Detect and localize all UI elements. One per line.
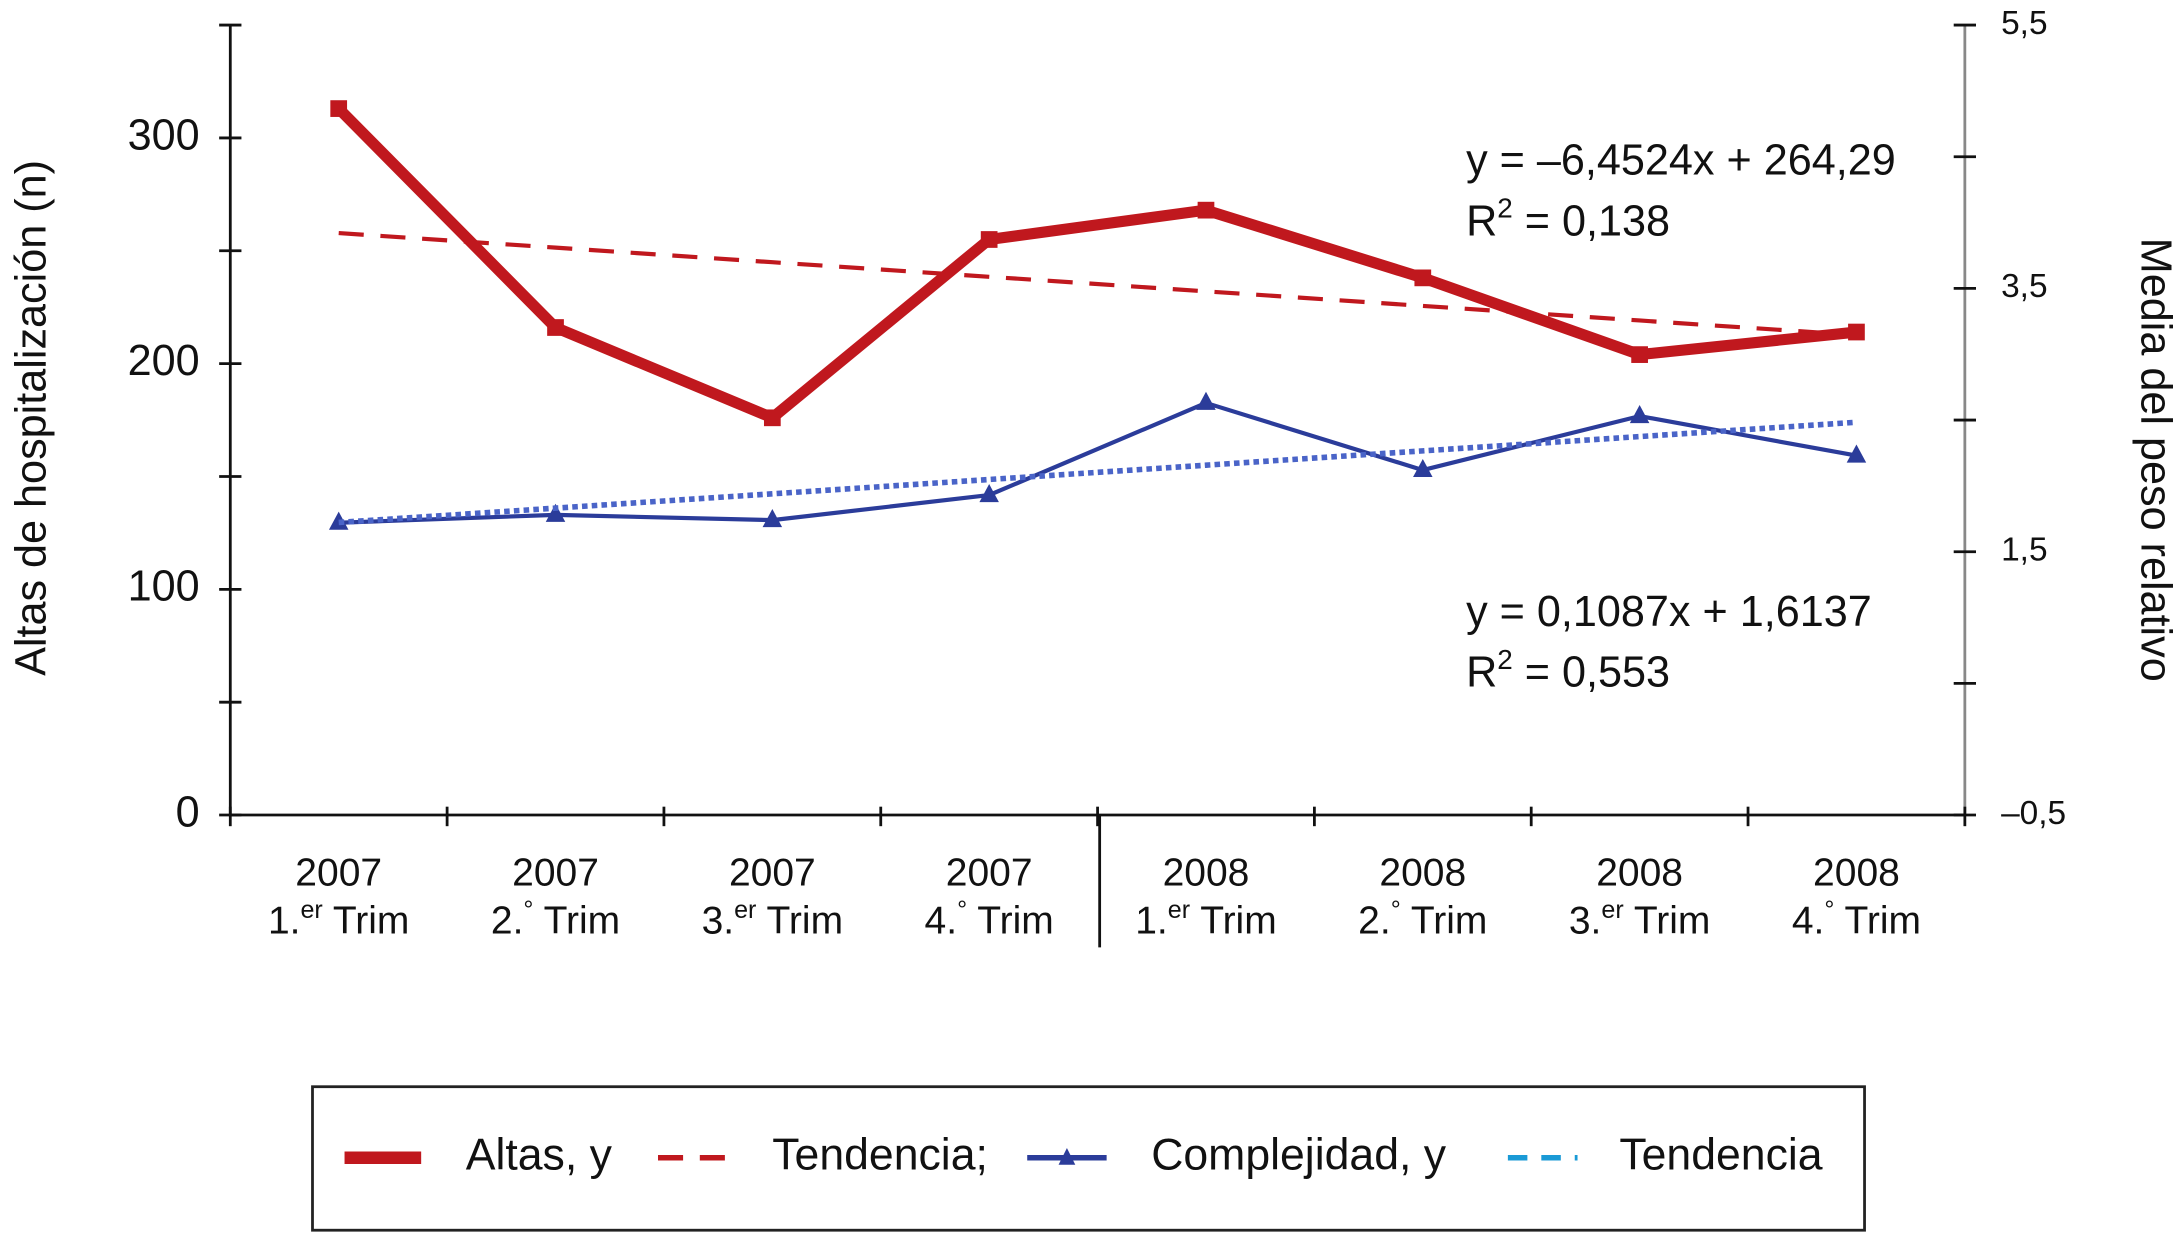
series-line (338, 400, 1857, 525)
legend-marker (1058, 1148, 1076, 1165)
series-line (334, 104, 1858, 424)
y-tick-label: 100 (128, 563, 200, 611)
quarter-text: Trim (1190, 900, 1277, 943)
quarter-suffix: er (734, 896, 756, 924)
y-tick-label: 200 (128, 337, 200, 385)
series-line (338, 419, 1857, 526)
x-tick-label: 3.er Trim (1569, 896, 1710, 943)
r-value: = 0,553 (1513, 649, 1670, 697)
y2-tick-label: 3,5 (2001, 268, 2047, 305)
quarter-number: 4. (925, 900, 958, 943)
quarter-suffix: er (1168, 896, 1190, 924)
quarter-suffix: ° (1824, 896, 1834, 924)
y2-tick-label: 5,5 (2001, 5, 2047, 42)
y2-axis-label: Media del peso relativo (2132, 238, 2180, 682)
x-tick-label: 2.° Trim (1358, 896, 1487, 943)
point (545, 503, 566, 522)
point (1414, 269, 1432, 287)
y-tick-label: 300 (128, 111, 200, 159)
y2-tick-label: 1,5 (2001, 532, 2047, 569)
x-tick-label: 2.° Trim (491, 896, 620, 943)
point (1196, 391, 1216, 410)
annotation-equation: y = 0,1087x + 1,6137 (1466, 588, 1872, 636)
quarter-number: 3. (1569, 900, 1602, 943)
x-tick-label: 2007 (512, 851, 599, 894)
point (1197, 201, 1215, 219)
x-tick-label: 3.er Trim (702, 896, 843, 943)
annotation-r2: R2 = 0,138 (1466, 193, 1670, 246)
quarter-text: Trim (967, 900, 1054, 943)
quarter-suffix: er (1601, 896, 1623, 924)
quarter-number: 3. (702, 900, 735, 943)
quarter-number: 1. (1135, 900, 1168, 943)
quarter-number: 2. (1358, 900, 1391, 943)
quarter-suffix: ° (957, 896, 967, 924)
quarter-suffix: ° (523, 896, 533, 924)
legend-label: Tendencia; (772, 1131, 988, 1180)
quarter-text: Trim (323, 900, 410, 943)
point (547, 319, 564, 336)
y-tick-label: 0 (176, 788, 200, 836)
point (1413, 458, 1433, 478)
point (979, 483, 999, 503)
legend-box (311, 1085, 1866, 1232)
quarter-number: 4. (1792, 900, 1825, 943)
quarter-suffix: er (300, 896, 322, 924)
quarter-text: Trim (1401, 900, 1488, 943)
point (762, 508, 783, 528)
quarter-text: Trim (1834, 900, 1921, 943)
x-tick-label: 1.er Trim (1135, 896, 1276, 943)
point (763, 409, 781, 427)
y2-tick-label: –0,5 (2001, 795, 2066, 832)
r-superscript: 2 (1497, 193, 1513, 224)
annotation-equation: y = –6,4524x + 264,29 (1466, 136, 1896, 184)
quarter-number: 1. (268, 900, 301, 943)
legend-label: Altas, y (466, 1131, 613, 1180)
x-tick-label: 1.er Trim (268, 896, 409, 943)
point (1846, 444, 1867, 463)
y-axis-label: Altas de hospitalización (n) (7, 160, 55, 676)
quarter-text: Trim (533, 900, 620, 943)
point (330, 100, 348, 117)
x-tick-label: 4.° Trim (1792, 896, 1921, 943)
legend-label: Tendencia (1619, 1131, 1822, 1180)
x-tick-label: 2007 (295, 851, 382, 894)
legend-label: Complejidad, y (1151, 1131, 1447, 1180)
point (1848, 323, 1865, 341)
point (1629, 404, 1650, 424)
x-tick-label: 2008 (1163, 851, 1250, 894)
r-value: = 0,138 (1513, 198, 1670, 246)
r-superscript: 2 (1497, 644, 1513, 675)
x-tick-label: 2007 (729, 851, 816, 894)
r-letter: R (1466, 198, 1497, 246)
annotation-r2: R2 = 0,553 (1466, 644, 1670, 697)
r-letter: R (1466, 649, 1497, 697)
quarter-text: Trim (1624, 900, 1711, 943)
x-tick-label: 2008 (1813, 851, 1900, 894)
x-tick-label: 2007 (946, 851, 1033, 894)
quarter-text: Trim (756, 900, 843, 943)
quarter-number: 2. (491, 900, 524, 943)
x-tick-label: 4.° Trim (925, 896, 1054, 943)
x-tick-label: 2008 (1379, 851, 1466, 894)
series-line (338, 230, 1857, 338)
point (1631, 346, 1648, 363)
x-tick-label: 2008 (1596, 851, 1683, 894)
point (980, 231, 998, 248)
quarter-suffix: ° (1391, 896, 1401, 924)
